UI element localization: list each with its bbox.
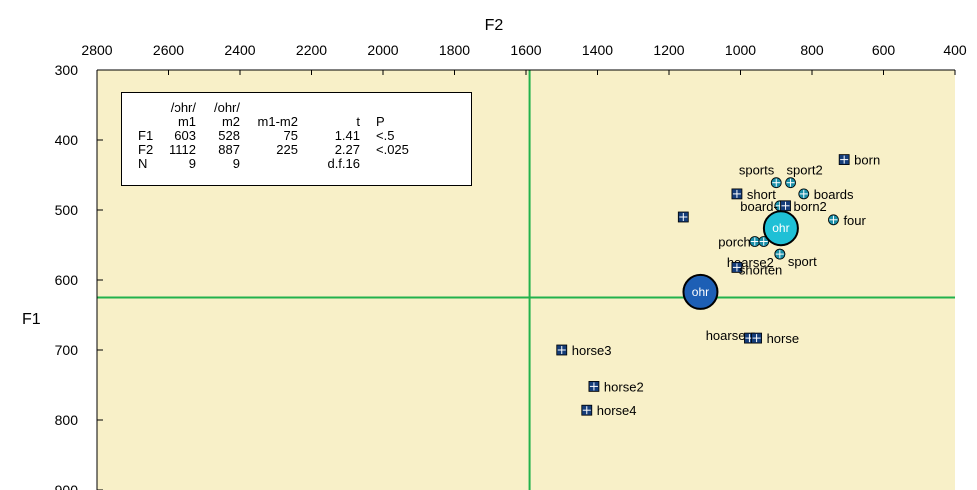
stats-cell: 528 — [218, 128, 240, 143]
mean-circle-m1 — [682, 273, 719, 310]
mean-label-m2: ohr — [772, 221, 789, 235]
stats-cell — [360, 101, 446, 115]
stats-cell: 9 — [188, 156, 196, 171]
x-tick-label: 2400 — [224, 42, 255, 58]
data-point-label: short — [747, 187, 776, 202]
stats-cell — [138, 115, 160, 129]
data-point-label: porch — [718, 235, 751, 250]
x-tick-label: 1400 — [582, 42, 613, 58]
stats-cell: m2 — [221, 114, 240, 129]
stats-cell: <.025 — [376, 142, 409, 157]
stats-row: F2 1112 887 225 2.27 <.025 — [138, 143, 446, 157]
x-tick-label: 1000 — [725, 42, 756, 58]
stats-cell: 2.27 — [334, 142, 360, 157]
mean-circle-m2 — [762, 210, 799, 247]
stats-cell — [240, 157, 298, 171]
stats-cell: 75 — [283, 128, 298, 143]
stats-cell: N — [138, 156, 148, 171]
stats-cell: 1112 — [169, 142, 196, 157]
x-tick-label: 600 — [872, 42, 896, 58]
stats-cell: m1 — [177, 114, 196, 129]
stats-row: N 9 9 d.f.16 — [138, 157, 446, 171]
stats-cell — [360, 157, 446, 171]
data-point-label: hoarse — [706, 328, 746, 343]
stats-cell: /ohr/ — [213, 100, 240, 115]
stats-cell: F1 — [138, 128, 154, 143]
x-tick-label: 2000 — [367, 42, 398, 58]
stats-cell: t — [356, 114, 360, 129]
data-point-label: shorten — [739, 262, 782, 277]
stats-cell: d.f.16 — [327, 156, 360, 171]
data-point-label: board- — [740, 199, 778, 214]
x-tick-label: 1800 — [439, 42, 470, 58]
data-point-label: born — [854, 153, 880, 168]
data-point-label: horse3 — [572, 343, 612, 358]
x-tick-label: 1600 — [510, 42, 541, 58]
y-tick-label: 600 — [55, 272, 79, 288]
y-tick-label: 800 — [55, 412, 79, 428]
stats-cell: m1-m2 — [257, 114, 298, 129]
x-tick-label: 400 — [943, 42, 967, 58]
mean-label-m1: ohr — [692, 285, 709, 299]
stats-cell: F2 — [138, 142, 154, 157]
x-tick-label: 2800 — [81, 42, 112, 58]
stats-cell: 9 — [232, 156, 240, 171]
data-point-label: sport2 — [787, 163, 823, 178]
stats-cell: 603 — [174, 128, 196, 143]
x-tick-label: 800 — [800, 42, 824, 58]
stats-row: /ɔhr/ /ohr/ — [138, 101, 446, 115]
stats-cell: 1.41 — [334, 128, 360, 143]
data-point-label: horse4 — [597, 403, 637, 418]
x-tick-label: 1200 — [653, 42, 684, 58]
data-point-label: horse — [767, 331, 800, 346]
x-axis-title: F2 — [485, 17, 504, 34]
stats-table: /ɔhr//ohr/m1 m2 m1-m2 t P F1 603 528 75 1.41 <.5 F2… — [138, 101, 446, 171]
y-tick-label: 300 — [55, 62, 79, 78]
stats-cell: /ɔhr/ — [170, 100, 196, 115]
stats-cell — [240, 101, 298, 115]
stats-cell: <.5 — [376, 128, 395, 143]
stats-row: m1 m2 m1-m2 t P — [138, 115, 446, 129]
y-tick-label: 900 — [55, 482, 79, 490]
data-point-label: four — [843, 213, 866, 228]
stats-cell: 225 — [276, 142, 298, 157]
y-axis-title: F1 — [22, 311, 41, 328]
stats-cell: P — [376, 114, 385, 129]
data-point-label: sport — [788, 254, 817, 269]
x-tick-label: 2600 — [153, 42, 184, 58]
stats-row: F1 603 528 75 1.41 <.5 — [138, 129, 446, 143]
y-tick-label: 500 — [55, 202, 79, 218]
stats-cell — [298, 101, 360, 115]
data-point-label: boards — [814, 187, 854, 202]
stats-cell — [138, 101, 160, 115]
data-point-label: sports — [739, 163, 775, 178]
stats-table-box: /ɔhr//ohr/m1 m2 m1-m2 t P F1 603 528 75 1.41 <.5 F2… — [121, 92, 472, 186]
y-tick-label: 700 — [55, 342, 79, 358]
x-tick-label: 2200 — [296, 42, 327, 58]
data-point-label: horse2 — [604, 379, 644, 394]
y-tick-label: 400 — [55, 132, 79, 148]
data-point-label: born2 — [794, 199, 827, 214]
stats-cell: 887 — [218, 142, 240, 157]
